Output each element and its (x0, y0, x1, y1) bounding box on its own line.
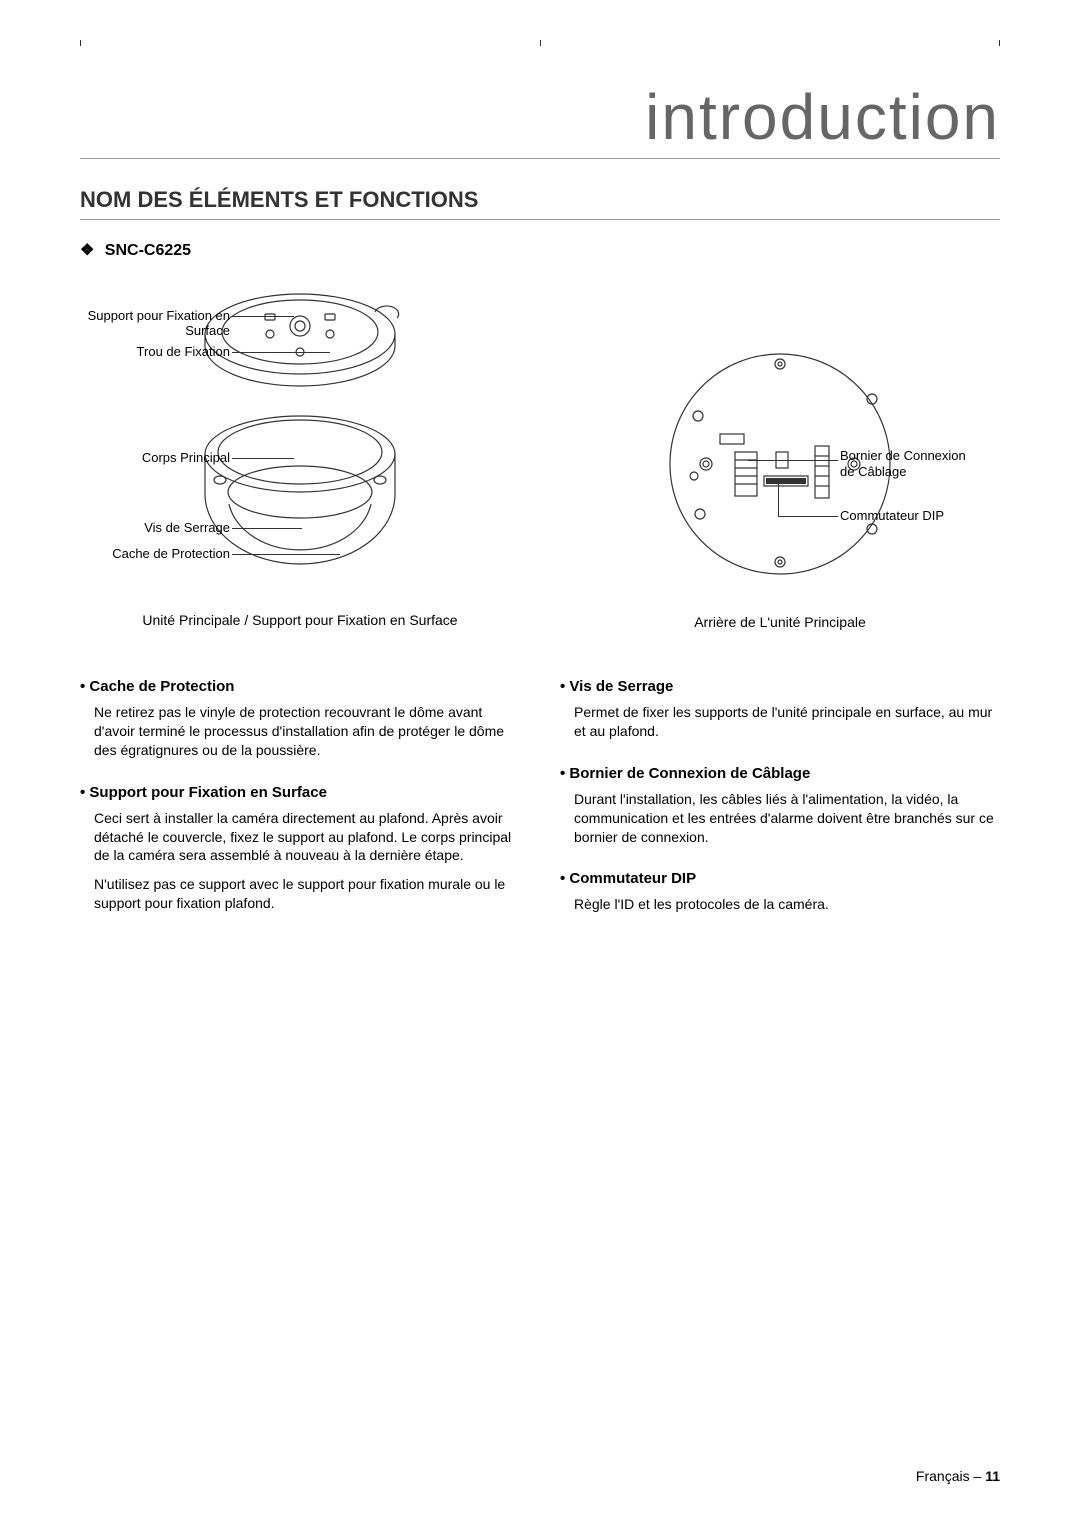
description-columns: Cache de Protection Ne retirez pas le vi… (80, 678, 1000, 938)
label-cache: Cache de Protection (50, 546, 230, 561)
desc-body: Durant l'installation, les câbles liés à… (560, 790, 1000, 847)
label-trou: Trou de Fixation (50, 344, 230, 359)
diagram-row: Support pour Fixation en Surface Trou de… (80, 284, 1000, 644)
diamond-icon: ❖ (80, 242, 94, 259)
footer-lang: Français (916, 1468, 970, 1484)
desc-item: Vis de Serrage Permet de fixer les suppo… (560, 678, 1000, 741)
leader-line (232, 352, 330, 353)
diagram-caption-right: Arrière de L'unité Principale (560, 614, 1000, 630)
desc-para: Durant l'installation, les câbles liés à… (574, 790, 1000, 847)
label-vis: Vis de Serrage (50, 520, 230, 535)
crop-mark (999, 40, 1000, 46)
desc-para: N'utilisez pas ce support avec le suppor… (94, 875, 520, 913)
label-dip: Commutateur DIP (840, 508, 1020, 523)
diagram-rear-unit: Bornier de Connexion de Câblage Commutat… (560, 344, 1000, 644)
desc-item: Commutateur DIP Règle l'ID et les protoc… (560, 870, 1000, 914)
leader-line (232, 458, 294, 459)
chapter-title: introduction (80, 80, 1000, 159)
desc-body: Règle l'ID et les protocoles de la camér… (560, 895, 1000, 914)
label-bornier-line1: Bornier de Connexion (840, 448, 1020, 463)
diagram-main-unit: Support pour Fixation en Surface Trou de… (80, 284, 520, 644)
desc-title: Cache de Protection (80, 678, 520, 695)
section-title: NOM DES ÉLÉMENTS ET FONCTIONS (80, 187, 1000, 220)
desc-title: Bornier de Connexion de Câblage (560, 765, 1000, 782)
leader-line (778, 516, 838, 517)
crop-mark (540, 40, 541, 46)
leader-line (232, 528, 302, 529)
crop-mark (80, 40, 81, 46)
desc-para: Ne retirez pas le vinyle de protection r… (94, 703, 520, 760)
desc-para: Permet de fixer les supports de l'unité … (574, 703, 1000, 741)
label-bornier-line2: de Câblage (840, 464, 1020, 479)
desc-item: Support pour Fixation en Surface Ceci se… (80, 784, 520, 913)
subsection-heading: ❖ SNC-C6225 (80, 240, 1000, 260)
desc-title: Vis de Serrage (560, 678, 1000, 695)
desc-body: Ceci sert à installer la caméra directem… (80, 809, 520, 913)
label-corps: Corps Principal (50, 450, 230, 465)
diagram-caption-left: Unité Principale / Support pour Fixation… (80, 612, 520, 628)
desc-body: Permet de fixer les supports de l'unité … (560, 703, 1000, 741)
desc-title: Commutateur DIP (560, 870, 1000, 887)
footer-sep: – (970, 1468, 986, 1484)
desc-item: Cache de Protection Ne retirez pas le vi… (80, 678, 520, 760)
leader-line (748, 460, 838, 461)
footer-page: 11 (985, 1468, 1000, 1484)
subsection-label: SNC-C6225 (105, 242, 191, 259)
desc-para: Ceci sert à installer la caméra directem… (94, 809, 520, 866)
leader-line (232, 554, 340, 555)
column-right: Vis de Serrage Permet de fixer les suppo… (560, 678, 1000, 938)
leader-line (232, 316, 294, 317)
column-left: Cache de Protection Ne retirez pas le vi… (80, 678, 520, 938)
label-support: Support pour Fixation en Surface (50, 308, 230, 338)
desc-title: Support pour Fixation en Surface (80, 784, 520, 801)
page-footer: Français – 11 (916, 1468, 1000, 1484)
leader-line (778, 484, 779, 516)
desc-para: Règle l'ID et les protocoles de la camér… (574, 895, 1000, 914)
desc-item: Bornier de Connexion de Câblage Durant l… (560, 765, 1000, 847)
desc-body: Ne retirez pas le vinyle de protection r… (80, 703, 520, 760)
